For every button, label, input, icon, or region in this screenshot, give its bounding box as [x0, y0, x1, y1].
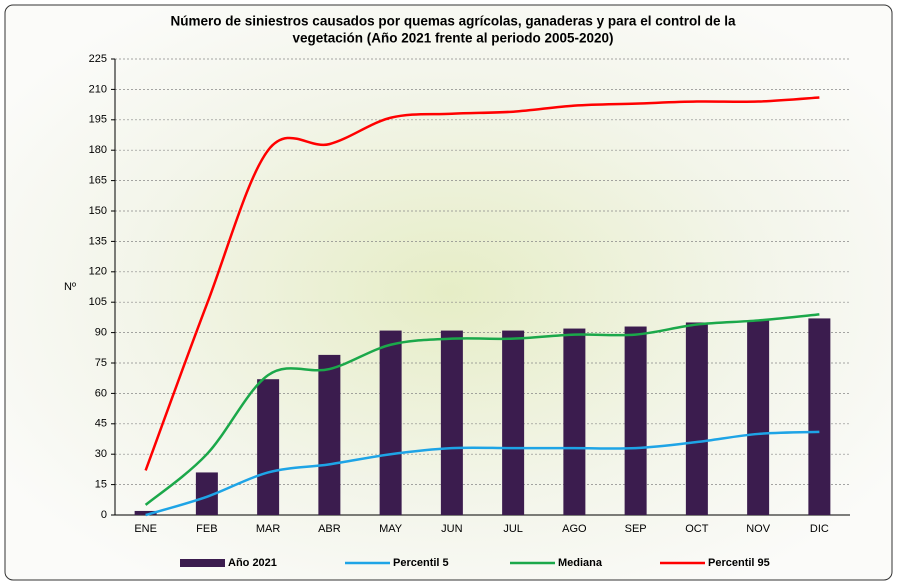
y-tick-label: 180 — [89, 144, 107, 156]
legend-label: Percentil 5 — [393, 557, 449, 569]
x-tick-label: JUN — [441, 523, 462, 535]
bar — [685, 322, 708, 515]
bar — [195, 472, 218, 515]
x-tick-label: ENE — [134, 523, 157, 535]
y-tick-label: 45 — [95, 418, 107, 430]
line — [144, 313, 820, 506]
bar — [440, 330, 463, 515]
chart-title: vegetación (Año 2021 frente al periodo 2… — [292, 31, 613, 46]
legend-swatch — [180, 559, 225, 567]
x-tick-label: MAR — [256, 523, 281, 535]
line — [145, 430, 820, 517]
y-tick-label: 105 — [89, 296, 107, 308]
bar — [624, 326, 647, 515]
x-tick-label: DIC — [810, 523, 829, 535]
x-tick-label: JUL — [503, 523, 523, 535]
bar — [502, 330, 525, 515]
bar — [808, 318, 831, 515]
x-tick-label: ABR — [318, 523, 341, 535]
y-tick-label: 0 — [101, 509, 107, 521]
y-tick-label: 135 — [89, 235, 107, 247]
y-tick-label: 15 — [95, 479, 107, 491]
x-tick-label: SEP — [625, 523, 647, 535]
y-tick-label: 60 — [95, 387, 107, 399]
x-tick-label: OCT — [685, 523, 709, 535]
y-tick-label: 195 — [89, 114, 107, 126]
legend-label: Mediana — [558, 557, 603, 569]
y-tick-label: 75 — [95, 357, 107, 369]
legend-label: Año 2021 — [228, 557, 277, 569]
bar — [747, 320, 770, 515]
x-tick-label: FEB — [196, 523, 217, 535]
bar — [563, 328, 586, 515]
bar — [318, 354, 341, 515]
chart-title: Número de siniestros causados por quemas… — [171, 14, 736, 29]
line — [144, 96, 820, 471]
y-tick-label: 150 — [89, 205, 107, 217]
legend-label: Percentil 95 — [708, 557, 770, 569]
x-tick-label: AGO — [562, 523, 587, 535]
y-tick-label: 210 — [89, 83, 107, 95]
y-tick-label: 120 — [89, 266, 107, 278]
x-tick-label: MAY — [379, 523, 403, 535]
y-tick-label: 30 — [95, 448, 107, 460]
bar — [257, 379, 280, 515]
y-axis-label: Nº — [64, 281, 76, 293]
y-tick-label: 225 — [89, 53, 107, 65]
y-tick-label: 90 — [95, 327, 107, 339]
y-tick-label: 165 — [89, 175, 107, 187]
bar — [134, 510, 157, 515]
x-tick-label: NOV — [746, 523, 771, 535]
bar — [379, 330, 402, 515]
chart-frame — [4, 4, 893, 581]
